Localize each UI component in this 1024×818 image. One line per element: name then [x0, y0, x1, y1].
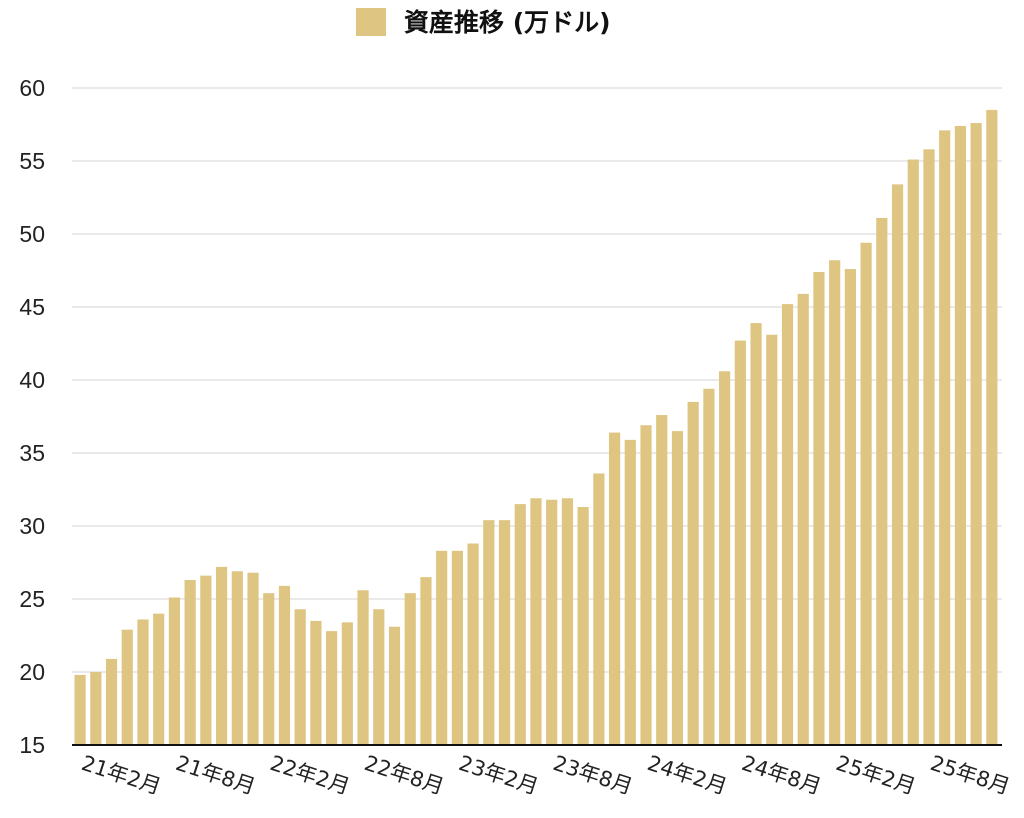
bar[interactable]: [90, 672, 102, 745]
bar[interactable]: [74, 674, 86, 745]
bar[interactable]: [326, 631, 338, 745]
bar[interactable]: [121, 629, 133, 745]
x-tick-label: 22年8月: [362, 751, 447, 799]
bar[interactable]: [404, 593, 416, 745]
bar[interactable]: [530, 498, 542, 745]
bar[interactable]: [719, 371, 731, 745]
y-tick-label: 20: [19, 659, 45, 685]
bar[interactable]: [357, 590, 369, 745]
x-tick-label: 23年8月: [550, 751, 635, 799]
bar[interactable]: [923, 149, 935, 745]
y-tick-label: 40: [19, 367, 45, 393]
bar[interactable]: [420, 577, 432, 745]
bar[interactable]: [215, 566, 228, 745]
legend-label: 資産推移 (万ドル): [404, 8, 611, 37]
y-tick-label: 60: [19, 75, 45, 101]
bar[interactable]: [687, 401, 699, 745]
bar[interactable]: [200, 575, 212, 745]
x-tick-label: 24年8月: [739, 751, 824, 799]
bar[interactable]: [278, 585, 291, 745]
bar[interactable]: [168, 597, 181, 745]
bar[interactable]: [483, 520, 495, 745]
y-tick-label: 35: [19, 440, 45, 466]
bar[interactable]: [247, 572, 259, 745]
bar[interactable]: [954, 125, 967, 745]
bar[interactable]: [577, 507, 589, 745]
bar[interactable]: [813, 271, 825, 745]
bar[interactable]: [844, 269, 856, 745]
x-tick-label: 25年2月: [833, 751, 918, 799]
y-tick-label: 45: [19, 294, 45, 320]
x-tick-label: 24年2月: [644, 751, 729, 799]
bar[interactable]: [703, 388, 715, 745]
bar[interactable]: [498, 520, 511, 745]
bar[interactable]: [970, 123, 982, 746]
bar[interactable]: [137, 619, 149, 745]
bar[interactable]: [829, 260, 841, 745]
bar[interactable]: [750, 323, 762, 745]
x-axis-ticks: 21年2月 21年8月 22年2月 22年8月 23年2月 23年8月 24年2月 24年8月…: [79, 751, 1013, 799]
bar[interactable]: [876, 217, 888, 745]
bar[interactable]: [939, 130, 951, 746]
x-tick-label: 25年8月: [927, 751, 1012, 799]
y-tick-label: 55: [19, 148, 45, 174]
bar[interactable]: [766, 334, 778, 745]
bar[interactable]: [640, 425, 652, 745]
bar[interactable]: [891, 184, 904, 746]
x-tick-label: 22年2月: [267, 751, 352, 799]
bar[interactable]: [231, 571, 243, 745]
y-axis-ticks: 15 20 25 30 35 40 45 50 55 60: [19, 75, 45, 758]
bar[interactable]: [388, 626, 401, 745]
bar[interactable]: [153, 613, 165, 745]
bar[interactable]: [671, 431, 684, 745]
y-tick-label: 25: [19, 586, 45, 612]
x-tick-label: 21年8月: [173, 751, 258, 799]
bar[interactable]: [860, 242, 872, 745]
bar[interactable]: [310, 620, 322, 745]
legend[interactable]: 資産推移 (万ドル): [356, 8, 611, 37]
bar-series: [74, 109, 998, 746]
bar[interactable]: [514, 504, 526, 745]
y-tick-label: 50: [19, 221, 45, 247]
bar[interactable]: [781, 304, 794, 745]
bar[interactable]: [294, 609, 306, 745]
bar[interactable]: [451, 550, 463, 745]
bar[interactable]: [734, 340, 746, 745]
bar[interactable]: [561, 498, 574, 745]
bar[interactable]: [546, 499, 558, 745]
bar[interactable]: [624, 439, 636, 745]
x-tick-label: 23年2月: [456, 751, 541, 799]
legend-swatch: [356, 8, 386, 36]
bar[interactable]: [373, 609, 385, 745]
bar[interactable]: [263, 593, 275, 745]
bar[interactable]: [184, 580, 196, 745]
y-tick-label: 15: [19, 732, 45, 758]
bar[interactable]: [797, 293, 809, 745]
x-tick-label: 21年2月: [79, 751, 164, 799]
bar[interactable]: [986, 109, 998, 745]
bar[interactable]: [593, 473, 605, 745]
y-tick-label: 30: [19, 513, 45, 539]
bar[interactable]: [467, 543, 479, 745]
bar[interactable]: [341, 622, 353, 745]
bar[interactable]: [608, 432, 621, 745]
bar[interactable]: [105, 658, 118, 745]
bar[interactable]: [656, 415, 668, 745]
bar[interactable]: [907, 159, 919, 746]
bar[interactable]: [436, 550, 448, 745]
